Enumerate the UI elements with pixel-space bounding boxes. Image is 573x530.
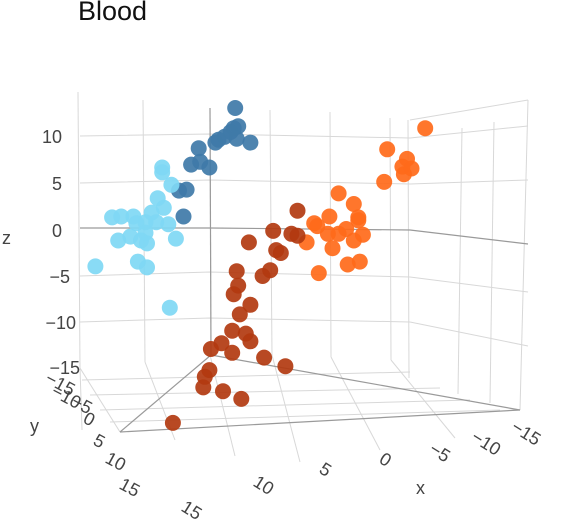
dark-blue-point[interactable] xyxy=(175,208,192,225)
light-blue-point[interactable] xyxy=(139,259,155,276)
light-blue-point[interactable] xyxy=(163,176,180,193)
x-axis-ticks: 15 10 5 0 −5 −10 −15 xyxy=(178,416,545,524)
light-blue-point[interactable] xyxy=(148,214,165,231)
orange-point[interactable] xyxy=(310,265,327,282)
x-tick-label: 10 xyxy=(250,471,278,499)
dark-blue-point[interactable] xyxy=(207,134,224,151)
dark-red-point[interactable] xyxy=(272,245,289,261)
z-tick-label: −15 xyxy=(49,358,80,378)
dark-red-point[interactable] xyxy=(254,268,271,284)
dark-blue-point[interactable] xyxy=(242,134,259,151)
dark-red-point[interactable] xyxy=(224,322,241,339)
chart-title: Blood xyxy=(78,0,148,26)
dark-red-point[interactable] xyxy=(215,383,231,400)
z-tick-label: 10 xyxy=(42,127,62,147)
dark-red-point[interactable] xyxy=(231,306,248,323)
light-blue-point[interactable] xyxy=(161,299,178,316)
x-tick-label: −5 xyxy=(426,438,454,466)
x-tick-label: 15 xyxy=(178,496,206,524)
light-blue-point[interactable] xyxy=(110,232,127,249)
light-blue-point[interactable] xyxy=(155,199,172,216)
dark-red-point[interactable] xyxy=(225,286,242,303)
dark-red-point[interactable] xyxy=(289,202,306,219)
dark-blue-point[interactable] xyxy=(228,130,245,147)
orange-point[interactable] xyxy=(330,225,347,242)
dark-red-point[interactable] xyxy=(240,234,257,251)
dark-red-point[interactable] xyxy=(277,358,294,375)
dark-red-point[interactable] xyxy=(164,414,181,431)
x-tick-label: 5 xyxy=(316,458,335,480)
z-tick-label: −5 xyxy=(49,267,70,287)
dark-blue-point[interactable] xyxy=(201,159,218,176)
data-points[interactable] xyxy=(87,100,434,431)
dark-red-point[interactable] xyxy=(289,227,306,244)
dark-blue-point[interactable] xyxy=(190,140,207,157)
dark-red-point[interactable] xyxy=(242,333,259,350)
orange-point[interactable] xyxy=(321,208,338,225)
light-blue-point[interactable] xyxy=(87,258,104,275)
x-axis-title: x xyxy=(416,478,425,498)
dark-red-point[interactable] xyxy=(256,349,273,366)
orange-point[interactable] xyxy=(376,173,393,190)
dark-red-point[interactable] xyxy=(224,344,241,361)
dark-red-point[interactable] xyxy=(195,379,212,396)
x-tick-label: −15 xyxy=(508,416,545,449)
orange-point[interactable] xyxy=(351,253,368,270)
orange-point[interactable] xyxy=(379,141,396,158)
orange-point[interactable] xyxy=(345,196,362,212)
orange-point[interactable] xyxy=(324,240,341,257)
orange-point[interactable] xyxy=(350,212,367,229)
orange-point[interactable] xyxy=(395,166,412,183)
z-tick-label: 0 xyxy=(52,221,62,241)
light-blue-point[interactable] xyxy=(154,164,171,181)
dark-red-point[interactable] xyxy=(233,390,250,407)
grid-lines xyxy=(77,91,529,463)
z-axis-ticks: 10 5 0 −5 −10 −15 xyxy=(42,127,80,378)
dark-red-point[interactable] xyxy=(265,222,282,239)
light-blue-point[interactable] xyxy=(139,235,155,252)
dark-blue-point[interactable] xyxy=(227,100,244,116)
z-tick-label: 5 xyxy=(52,174,62,194)
dark-blue-point[interactable] xyxy=(183,156,200,173)
orange-point[interactable] xyxy=(330,185,347,202)
orange-point[interactable] xyxy=(417,120,434,137)
orange-point[interactable] xyxy=(339,256,356,273)
light-blue-point[interactable] xyxy=(160,216,177,233)
x-tick-label: −10 xyxy=(468,426,505,459)
dark-red-point[interactable] xyxy=(202,341,219,357)
light-blue-point[interactable] xyxy=(104,209,121,226)
y-tick-label: 5 xyxy=(90,430,108,452)
orange-point[interactable] xyxy=(345,232,362,249)
dark-red-point[interactable] xyxy=(228,263,245,280)
y-tick-label: 15 xyxy=(116,474,143,501)
light-blue-point[interactable] xyxy=(167,230,184,247)
y-tick-label: 10 xyxy=(102,448,129,475)
z-tick-label: −10 xyxy=(45,313,76,333)
z-axis-title: z xyxy=(2,228,11,248)
x-tick-label: 0 xyxy=(376,448,395,470)
dark-red-point[interactable] xyxy=(242,296,259,313)
y-axis-title: y xyxy=(30,416,39,436)
